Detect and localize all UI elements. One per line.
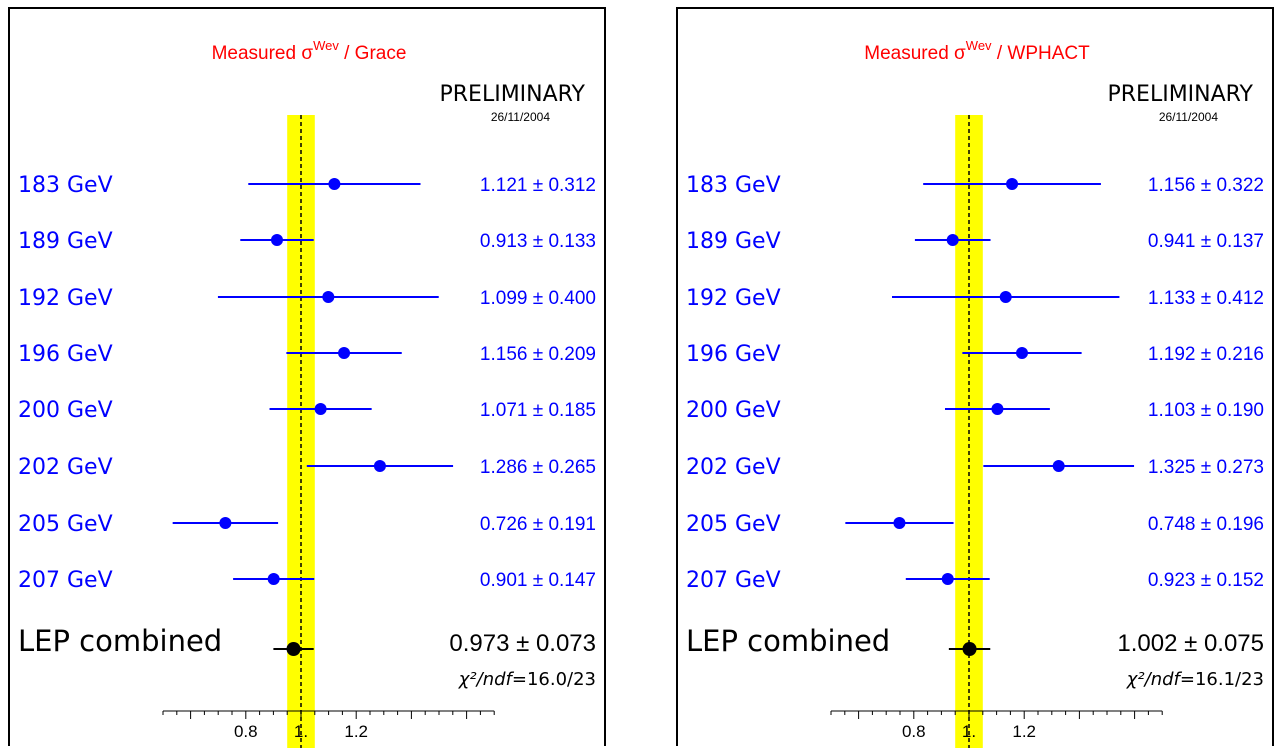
energy-label: 205 GeV <box>686 512 781 537</box>
energy-label: 189 GeV <box>686 229 781 254</box>
x-tick-label: 1. <box>962 722 976 741</box>
energy-label: 196 GeV <box>18 342 113 367</box>
preliminary-label: PRELIMINARY <box>440 82 586 107</box>
value-label: 1.156 ± 0.322 <box>1148 175 1264 196</box>
chi2-label: χ²/ndf=16.0/23 <box>458 669 596 690</box>
energy-label: 192 GeV <box>686 286 781 311</box>
combined-label: LEP combined <box>686 624 890 658</box>
combined-value-label: 0.973 ± 0.073 <box>449 630 596 657</box>
value-label: 1.099 ± 0.400 <box>480 288 596 309</box>
data-point <box>267 573 280 585</box>
data-point <box>991 403 1004 415</box>
data-point <box>1006 178 1019 190</box>
data-point <box>322 291 335 303</box>
date-label: 26/11/2004 <box>491 110 550 124</box>
energy-label: 189 GeV <box>18 229 113 254</box>
energy-label: 200 GeV <box>18 398 113 423</box>
data-point <box>941 573 954 585</box>
value-label: 1.103 ± 0.190 <box>1148 400 1264 421</box>
value-label: 1.192 ± 0.216 <box>1148 344 1264 365</box>
value-label: 0.941 ± 0.137 <box>1148 231 1264 252</box>
energy-label: 202 GeV <box>18 455 113 480</box>
value-label: 1.286 ± 0.265 <box>480 457 596 478</box>
date-label: 26/11/2004 <box>1159 110 1218 124</box>
combined-point <box>286 642 301 656</box>
value-label: 1.121 ± 0.312 <box>480 175 596 196</box>
value-label: 1.133 ± 0.412 <box>1148 288 1264 309</box>
energy-label: 183 GeV <box>18 173 113 198</box>
data-point <box>999 291 1012 303</box>
chart-wphact: Measured σWev / WPHACT PRELIMINARY 26/11/2… <box>686 38 1264 748</box>
energy-label: 196 GeV <box>686 342 781 367</box>
data-point <box>219 517 232 529</box>
data-point <box>314 403 327 415</box>
value-label: 1.325 ± 0.273 <box>1148 457 1264 478</box>
value-label: 1.071 ± 0.185 <box>480 400 596 421</box>
value-label: 0.901 ± 0.147 <box>480 570 596 591</box>
data-point <box>1052 460 1065 472</box>
value-label: 1.156 ± 0.209 <box>480 344 596 365</box>
x-tick-label: 0.8 <box>902 722 926 741</box>
value-label: 0.913 ± 0.133 <box>480 231 596 252</box>
chart-grace: Measured σWev / Grace PRELIMINARY 26/11/20… <box>18 38 596 748</box>
chi2-label: χ²/ndf=16.1/23 <box>1126 669 1264 690</box>
data-point <box>270 234 283 246</box>
x-tick-label: 1.2 <box>344 722 368 741</box>
combined-value-label: 1.002 ± 0.075 <box>1117 630 1264 657</box>
energy-label: 202 GeV <box>686 455 781 480</box>
energy-label: 205 GeV <box>18 512 113 537</box>
energy-label: 207 GeV <box>686 568 781 593</box>
data-point <box>373 460 386 472</box>
combined-label: LEP combined <box>18 624 222 658</box>
chart-title: Measured σWev / WPHACT <box>864 38 1090 64</box>
data-point <box>1015 347 1028 359</box>
value-label: 0.748 ± 0.196 <box>1148 514 1264 535</box>
energy-label: 200 GeV <box>686 398 781 423</box>
energy-label: 192 GeV <box>18 286 113 311</box>
preliminary-label: PRELIMINARY <box>1108 82 1254 107</box>
combined-point <box>962 642 977 656</box>
chart-title: Measured σWev / Grace <box>212 38 407 64</box>
x-tick-label: 1.2 <box>1012 722 1036 741</box>
chart-panel-grace: Measured σWev / Grace PRELIMINARY 26/11/20… <box>8 7 606 748</box>
energy-label: 183 GeV <box>686 173 781 198</box>
x-tick-label: 1. <box>294 722 308 741</box>
data-point <box>946 234 959 246</box>
value-label: 0.726 ± 0.191 <box>480 514 596 535</box>
data-point <box>893 517 906 529</box>
x-tick-label: 0.8 <box>234 722 258 741</box>
chart-panel-wphact: Measured σWev / WPHACT PRELIMINARY 26/11/2… <box>676 7 1274 748</box>
energy-label: 207 GeV <box>18 568 113 593</box>
value-label: 0.923 ± 0.152 <box>1148 570 1264 591</box>
data-point <box>328 178 341 190</box>
data-point <box>338 347 351 359</box>
